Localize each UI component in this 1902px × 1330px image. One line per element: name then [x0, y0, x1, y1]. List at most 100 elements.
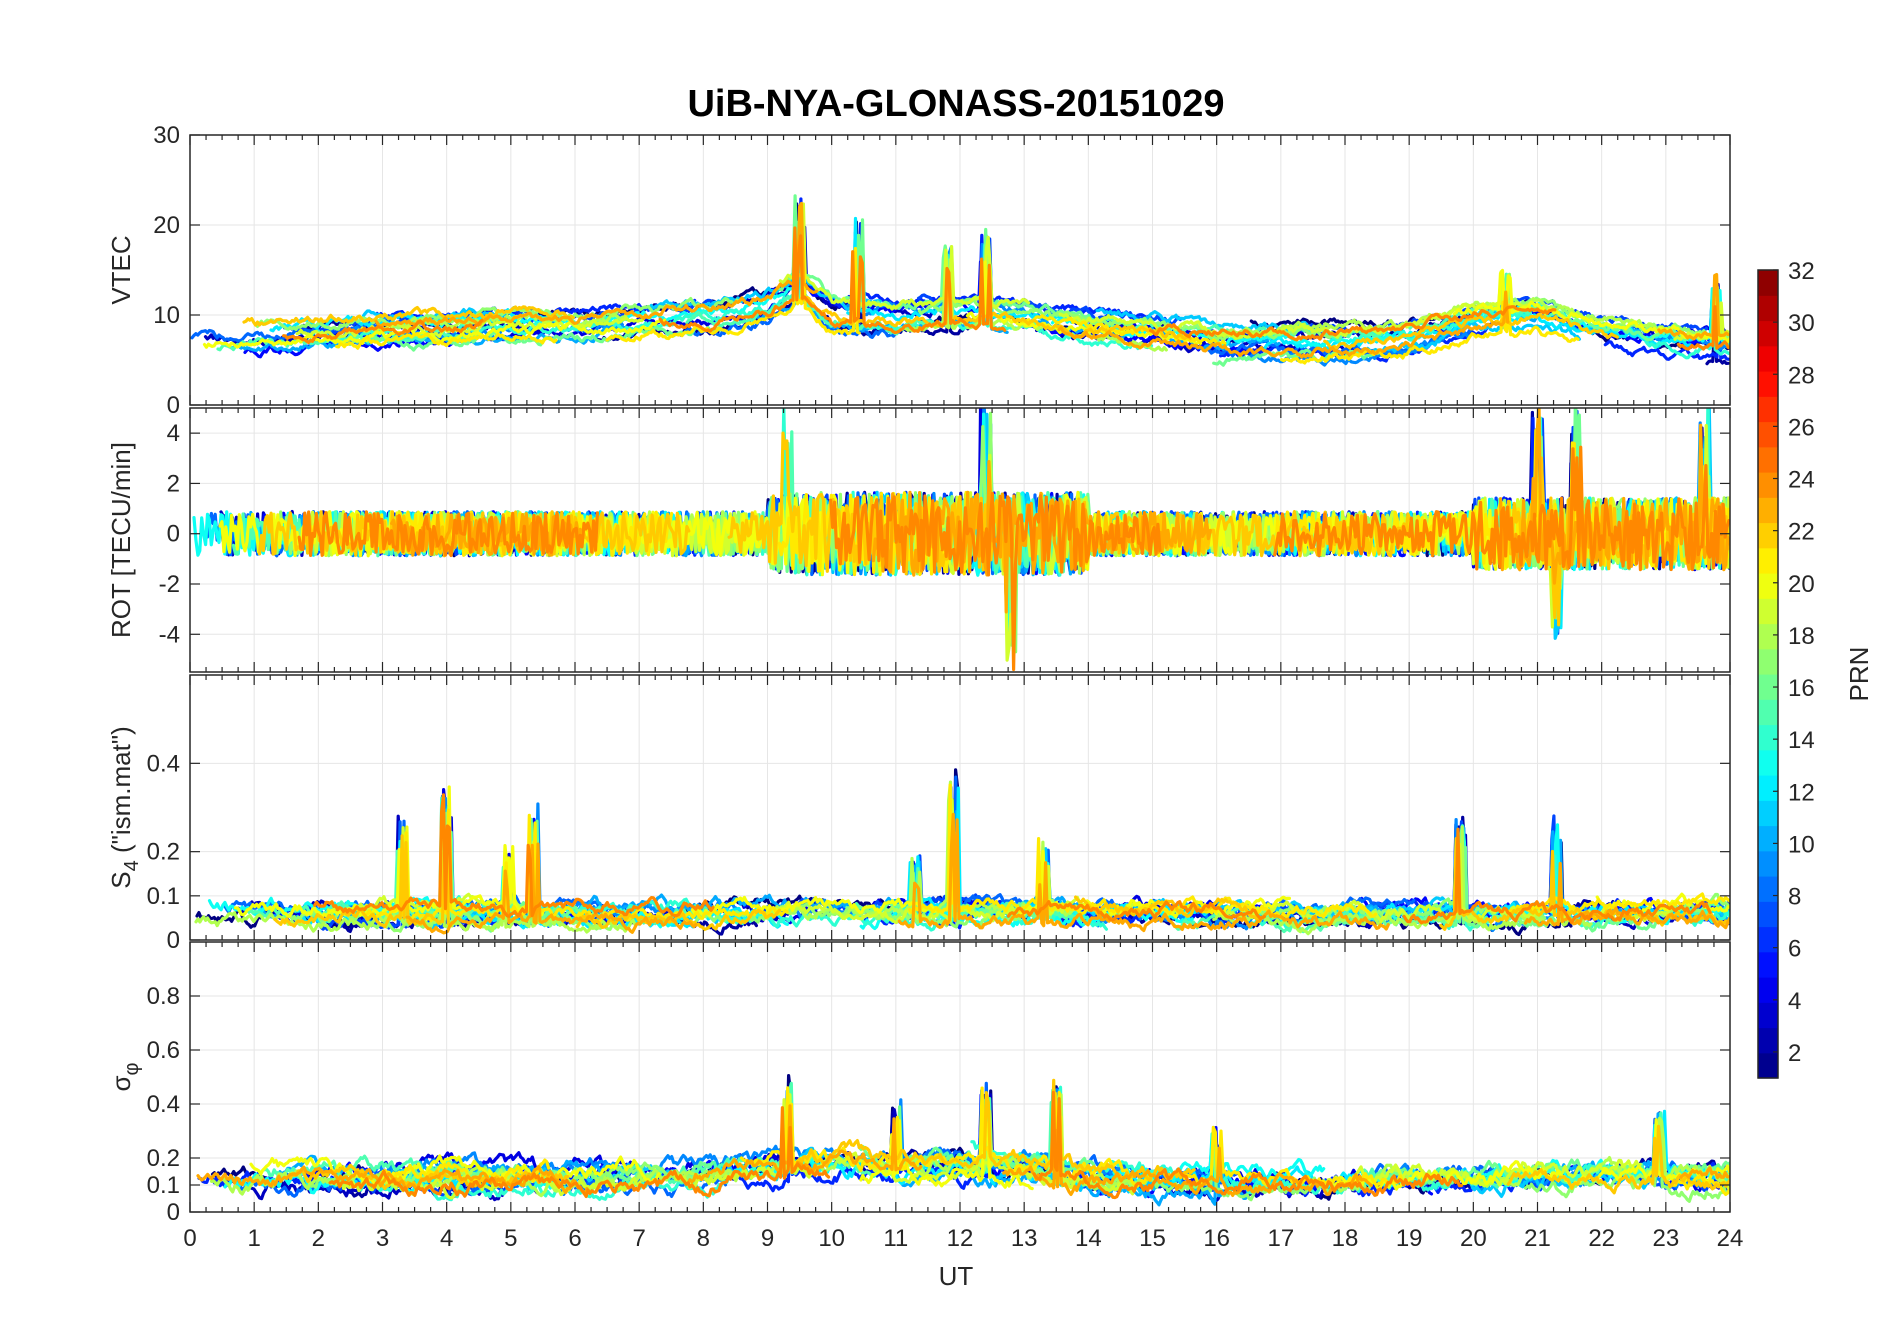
colorbar-segment — [1758, 446, 1778, 473]
y-tick-label: 4 — [167, 420, 180, 447]
series-line-prn-12 — [1263, 283, 1693, 351]
colorbar-segment — [1758, 371, 1778, 397]
series-line-prn-24 — [313, 793, 715, 918]
colorbar-tick-label: 14 — [1788, 727, 1815, 754]
x-tick-label: 18 — [1332, 1225, 1359, 1252]
y-tick-label: 0 — [167, 927, 180, 954]
colorbar-segment — [1758, 901, 1778, 928]
colorbar-segment — [1758, 825, 1778, 852]
series-line-prn-21 — [1279, 300, 1580, 365]
y-tick-label: 0.6 — [147, 1037, 180, 1064]
x-tick-label: 3 — [376, 1225, 389, 1252]
series-line-prn-19 — [778, 202, 1031, 311]
series-s4 — [194, 768, 1730, 937]
series-line-prn-23 — [1057, 290, 1510, 359]
y-tick-label: 20 — [153, 212, 180, 239]
x-tick-label: 5 — [504, 1225, 517, 1252]
series-sigma_phi — [196, 1073, 1730, 1207]
x-tick-label: 14 — [1075, 1225, 1102, 1252]
series-line-prn-23 — [897, 812, 1390, 933]
x-tick-label: 15 — [1139, 1225, 1166, 1252]
colorbar-tick-label: 24 — [1788, 467, 1815, 494]
series-line-prn-23 — [405, 842, 698, 935]
series-line-prn-19 — [1058, 270, 1548, 340]
x-tick-label: 23 — [1652, 1225, 1679, 1252]
colorbar-segment — [1758, 800, 1778, 827]
colorbar-tick-label: 6 — [1788, 936, 1801, 963]
panel-s4: 0 0.1 0.2 0.4S4 ("ism.mat") — [106, 674, 1731, 954]
panel-rot: -4 -2 0 2 4 ROT [TECU/min] — [106, 407, 1731, 673]
x-tick-label: 22 — [1588, 1225, 1615, 1252]
series-line-prn-2 — [1705, 325, 1730, 366]
colorbar-segment — [1758, 623, 1778, 650]
series-vtec — [190, 194, 1730, 367]
colorbar-tick-label: 8 — [1788, 884, 1801, 911]
colorbar-label: PRN — [1844, 647, 1874, 702]
colorbar-tick-label: 30 — [1788, 310, 1815, 337]
y-axis-label-s4: S4 ("ism.mat") — [106, 726, 143, 888]
colorbar-segment — [1758, 977, 1778, 1003]
series-line-prn-19 — [342, 1172, 642, 1200]
colorbar-segment — [1758, 1027, 1778, 1054]
series-line-prn-24 — [1676, 305, 1730, 351]
series-line-prn-21 — [381, 1158, 551, 1184]
colorbar-segment — [1758, 648, 1778, 675]
colorbar-segment — [1758, 1002, 1778, 1029]
series-line-prn-21 — [605, 246, 861, 343]
colorbar-segment — [1758, 850, 1778, 877]
series-line-prn-18 — [388, 311, 630, 330]
series-line-prn-22 — [1506, 1124, 1730, 1195]
x-tick-label: 2 — [312, 1225, 325, 1252]
series-line-prn-24 — [1006, 900, 1267, 922]
series-line-prn-17 — [255, 296, 741, 331]
colorbar-segment — [1758, 345, 1778, 372]
panel-vtec: 0 10 20 30 VTEC — [106, 122, 1731, 419]
series-line-prn-22 — [242, 305, 575, 327]
y-axis-label-rot: ROT [TECU/min] — [106, 442, 136, 638]
colorbar-tick-label: 20 — [1788, 571, 1815, 598]
y-axis-label-sigma_phi: σφ — [106, 1062, 143, 1091]
colorbar-tick-label: 2 — [1788, 1040, 1801, 1067]
y-tick-label: 2 — [167, 470, 180, 497]
x-tick-label: 1 — [247, 1225, 260, 1252]
series-line-prn-22 — [288, 1163, 570, 1191]
x-tick-label: 12 — [947, 1225, 974, 1252]
series-line-prn-24 — [1402, 827, 1712, 925]
y-tick-label: 0 — [167, 392, 180, 419]
series-line-prn-20 — [233, 785, 546, 920]
series-line-prn-21 — [1015, 314, 1227, 346]
colorbar-segment — [1758, 749, 1778, 776]
series-line-prn-20 — [249, 1154, 661, 1186]
x-tick-label: 17 — [1267, 1225, 1294, 1252]
y-tick-label: 0 — [167, 521, 180, 548]
series-line-prn-12 — [1027, 1136, 1492, 1189]
y-tick-label: 10 — [153, 302, 180, 329]
x-axis-label: UT — [939, 1261, 974, 1291]
x-tick-label: 4 — [440, 1225, 453, 1252]
series-line-prn-24 — [829, 491, 1162, 672]
series-line-prn-3 — [710, 225, 938, 319]
x-tick-label: 13 — [1011, 1225, 1038, 1252]
y-tick-label: 30 — [153, 122, 180, 149]
series-line-prn-1 — [678, 768, 987, 916]
colorbar-segment — [1758, 724, 1778, 751]
x-tick-label: 16 — [1203, 1225, 1230, 1252]
x-tick-label: 21 — [1524, 1225, 1551, 1252]
colorbar-tick-label: 16 — [1788, 675, 1815, 702]
panel-sigma_phi: 00.10.2 0.4 0.6 0.8 σφ — [106, 941, 1731, 1226]
series-line-prn-20 — [202, 318, 667, 349]
series-line-prn-24 — [1273, 445, 1730, 572]
colorbar-segment — [1758, 775, 1778, 801]
colorbar-segment — [1758, 951, 1778, 978]
y-tick-label: 0 — [167, 1199, 180, 1226]
series-line-prn-21 — [1508, 892, 1730, 913]
y-axis-label-vtec: VTEC — [106, 235, 136, 304]
x-tick-label: 20 — [1460, 1225, 1487, 1252]
colorbar-segment — [1758, 876, 1778, 902]
colorbar-segment — [1758, 421, 1778, 448]
x-tick-label: 10 — [818, 1225, 845, 1252]
colorbar-segment — [1758, 1052, 1778, 1079]
y-tick-label: 0.4 — [147, 1091, 180, 1118]
series-line-prn-20 — [1452, 268, 1730, 344]
colorbar-tick-label: 10 — [1788, 831, 1815, 858]
